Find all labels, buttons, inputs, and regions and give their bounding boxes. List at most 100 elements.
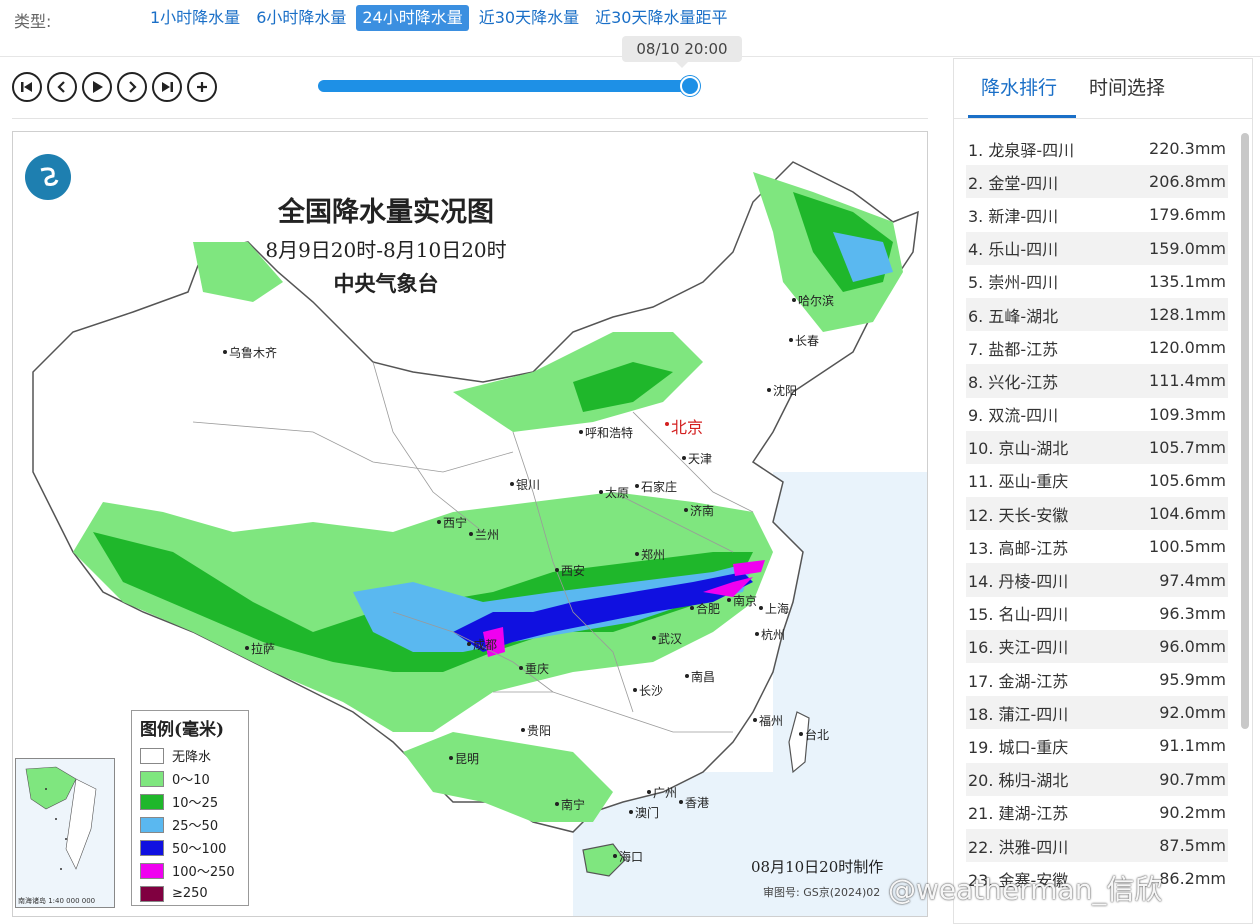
city-label: 呼和浩特 [578,426,634,440]
city-label: 武汉 [651,632,683,646]
station-name: 16. 夹江-四川 [968,638,1069,658]
legend-swatch [140,816,164,833]
tab-30d-anomaly[interactable]: 近30天降水量距平 [595,8,728,27]
ranking-row[interactable]: 7. 盐都-江苏 120.0mm [966,331,1228,364]
first-icon[interactable] [12,72,42,102]
ranking-row[interactable]: 11. 巫山-重庆 105.6mm [966,464,1228,497]
station-name: 13. 高邮-江苏 [968,538,1069,558]
next-icon[interactable] [117,72,147,102]
prev-icon[interactable] [47,72,77,102]
city-label: 兰州 [468,528,500,542]
station-value: 92.0mm [1159,703,1226,723]
ranking-tabs: 降水排行 时间选择 [954,59,1252,119]
city-label: 石家庄 [634,480,678,494]
city-label: 杭州 [754,628,786,642]
type-label: 类型: [14,12,52,31]
legend-label: 0～10 [172,773,210,788]
station-value: 91.1mm [1159,736,1226,756]
city-label: 海口 [612,850,644,864]
controls-divider [12,118,928,119]
station-name: 23. 金寨-安徽 [968,870,1069,890]
ranking-row[interactable]: 15. 名山-四川 96.3mm [966,597,1228,630]
station-name: 15. 名山-四川 [968,605,1069,625]
city-label: 长沙 [632,684,664,698]
ranking-row[interactable]: 22. 洪雅-四川 87.5mm [966,828,1228,863]
city-label: 银川 [509,478,541,492]
station-name: 12. 天长-安徽 [968,505,1069,525]
map-period: 8月9日20时-8月10日20时 [265,238,507,262]
tab-24h[interactable]: 24小时降水量 [356,5,469,31]
review-number: 审图号: GS京(2024)02 [763,886,881,899]
ranking-row[interactable]: 18. 蒲江-四川 92.0mm [966,696,1228,730]
ranking-row[interactable]: 1. 龙泉驿-四川 220.3mm [966,132,1228,165]
ranking-row[interactable]: 19. 城口-重庆 91.1mm [966,729,1228,762]
city-label: 拉萨 [244,642,276,656]
ranking-list: 1. 龙泉驿-四川 220.3mm 2. 金堂-四川 206.8mm 3. 新津-四川 1… [966,132,1228,924]
cma-logo-icon [25,154,71,200]
city-label: 西安 [554,564,586,578]
city-label: 南昌 [684,670,716,684]
city-label: 贵阳 [520,724,552,738]
ranking-row[interactable]: 23. 金寨-安徽 86.2mm [966,862,1228,895]
ranking-scrollbar[interactable] [1241,133,1249,729]
active-tab-indicator [968,115,1076,118]
map-issuer: 中央气象台 [333,271,439,296]
legend-item: 100～250 [140,859,240,882]
time-slider-handle[interactable] [680,76,700,96]
station-value: 105.7mm [1149,437,1226,457]
station-name: 8. 兴化-江苏 [968,372,1059,392]
station-value: 100.5mm [1149,537,1226,557]
station-name: 1. 龙泉驿-四川 [968,140,1075,160]
ranking-row[interactable]: 20. 秭归-湖北 90.7mm [966,762,1228,796]
precipitation-map: 全国降水量实况图 8月9日20时-8月10日20时 中央气象台 乌鲁木齐 哈尔滨… [12,131,928,917]
city-label: 香港 [678,796,710,810]
station-name: 18. 蒲江-四川 [968,704,1069,724]
ranking-row[interactable]: 16. 夹江-四川 96.0mm [966,629,1228,663]
tab-precip-ranking[interactable]: 降水排行 [981,77,1058,99]
tab-1h[interactable]: 1小时降水量 [150,8,241,27]
station-value: 220.3mm [1149,139,1226,159]
ranking-row[interactable]: 5. 崇州-四川 135.1mm [966,265,1228,298]
tab-6h[interactable]: 6小时降水量 [256,8,347,27]
ranking-row[interactable]: 12. 天长-安徽 104.6mm [966,497,1228,531]
last-icon[interactable] [152,72,182,102]
ranking-row[interactable]: 6. 五峰-湖北 128.1mm [966,297,1228,332]
station-name: 21. 建湖-江苏 [968,804,1069,824]
legend-label: 10～25 [172,796,219,811]
type-tabs: 1小时降水量 6小时降水量 24小时降水量 近30天降水量 近30天降水量距平 [144,5,734,31]
legend-item: ≥250 [140,882,240,905]
station-value: 159.0mm [1149,238,1226,258]
legend-swatch [140,862,164,879]
ranking-row[interactable]: 14. 丹棱-四川 97.4mm [966,563,1228,597]
zoom-in-icon[interactable] [187,72,217,102]
play-icon[interactable] [82,72,112,102]
china-map-svg [32,161,927,916]
ranking-row[interactable]: 4. 乐山-四川 159.0mm [966,231,1228,265]
station-value: 105.6mm [1149,470,1226,490]
legend-label: 100～250 [172,865,235,880]
ranking-row[interactable]: 21. 建湖-江苏 90.2mm [966,796,1228,829]
station-name: 6. 五峰-湖北 [968,306,1059,326]
station-value: 111.4mm [1149,371,1226,391]
time-slider[interactable] [318,76,700,96]
station-name: 14. 丹棱-四川 [968,572,1069,592]
ranking-row[interactable]: 3. 新津-四川 179.6mm [966,198,1228,231]
station-name: 11. 巫山-重庆 [968,472,1069,492]
playback-controls [12,72,217,102]
ranking-row[interactable]: 8. 兴化-江苏 111.4mm [966,364,1228,398]
ranking-row[interactable]: 2. 金堂-四川 206.8mm [966,165,1228,199]
tab-time-select[interactable]: 时间选择 [1089,77,1166,99]
city-label: 乌鲁木齐 [222,346,278,360]
ranking-row[interactable]: 17. 金湖-江苏 95.9mm [966,663,1228,696]
ranking-row[interactable]: 9. 双流-四川 109.3mm [966,398,1228,431]
ranking-row[interactable]: 13. 高邮-江苏 100.5mm [966,530,1228,563]
ranking-row[interactable]: 10. 京山-湖北 105.7mm [966,430,1228,464]
station-value: 128.1mm [1149,305,1226,325]
city-label: 合肥 [689,602,721,616]
legend-label: 25～50 [172,819,219,834]
tab-30d[interactable]: 近30天降水量 [478,8,580,27]
city-label: 天津 [681,452,713,466]
south-china-sea-inset: 南海诸岛 1:40 000 000 [15,758,115,908]
station-value: 86.2mm [1159,869,1226,889]
